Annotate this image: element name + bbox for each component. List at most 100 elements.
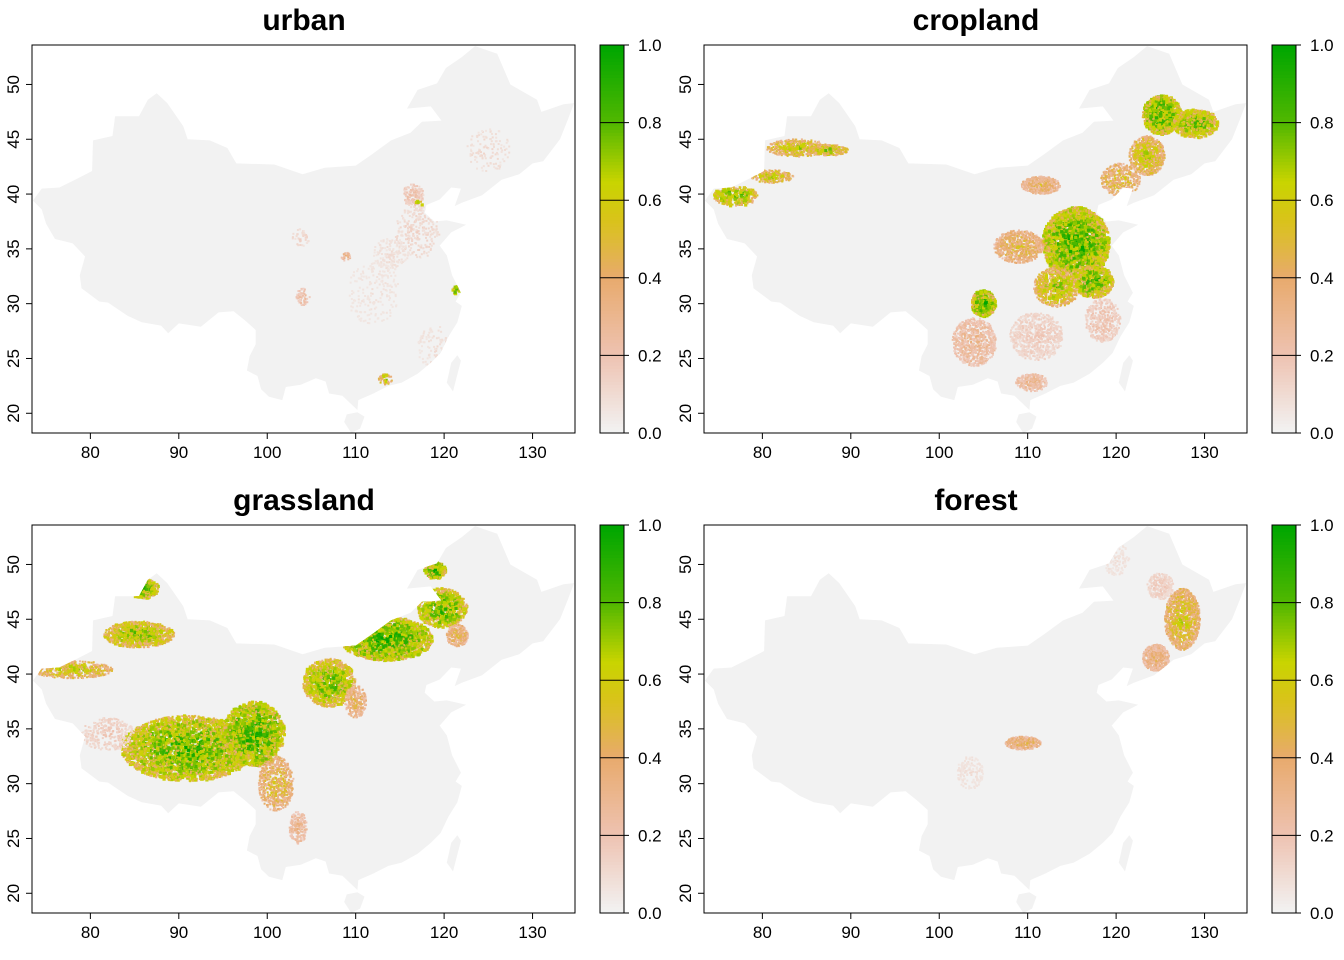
legend-tick-label: 1.0 xyxy=(638,36,662,55)
x-tick-label: 100 xyxy=(253,443,281,462)
legend-tick-label: 0.0 xyxy=(1310,424,1334,443)
legend-tick-label: 0.6 xyxy=(1310,191,1334,210)
y-tick-label: 40 xyxy=(676,665,695,684)
x-tick-label: 110 xyxy=(342,923,369,942)
panel-title: urban xyxy=(262,4,345,37)
plot-frame xyxy=(703,44,1248,434)
y-tick-label: 35 xyxy=(4,239,23,258)
map-panel-urban: urban 80 90 100 110 120 130 20 25 30 35 40 45 50 0.0 0.… xyxy=(0,0,672,480)
land-cover-raster xyxy=(713,94,1220,393)
legend-tick-label: 0.2 xyxy=(638,346,662,365)
y-tick-label: 25 xyxy=(676,829,695,848)
legend-tick-label: 0.2 xyxy=(1310,346,1334,365)
y-tick-label: 45 xyxy=(676,610,695,629)
legend-tick-label: 1.0 xyxy=(1310,36,1334,55)
map-panel-forest: forest 80 90 100 110 120 130 20 25 30 35 40 45 50 0.0 0… xyxy=(672,480,1344,960)
map-svg: grassland 80 90 100 110 120 130 20 25 30 35 40 45 50 0… xyxy=(4,484,662,942)
legend-tick-label: 0.4 xyxy=(1310,749,1334,768)
x-tick-label: 90 xyxy=(841,923,860,942)
land-cover-raster xyxy=(291,128,511,386)
y-tick-label: 30 xyxy=(676,294,695,313)
y-tick-label: 20 xyxy=(676,884,695,903)
land-area xyxy=(1118,835,1133,872)
legend-tick-label: 0.8 xyxy=(638,594,662,613)
legend-colorbar: 0.0 0.2 0.4 0.6 0.8 1.0 xyxy=(599,36,662,443)
x-tick-label: 120 xyxy=(430,923,458,942)
y-tick-label: 40 xyxy=(676,185,695,204)
x-tick-label: 130 xyxy=(1190,923,1218,942)
y-tick-label: 50 xyxy=(4,555,23,574)
legend-colorbar: 0.0 0.2 0.4 0.6 0.8 1.0 xyxy=(1271,36,1334,443)
plot-frame xyxy=(31,44,576,434)
y-tick-label: 20 xyxy=(4,884,23,903)
land-area xyxy=(1016,412,1037,433)
y-tick-label: 20 xyxy=(676,404,695,423)
y-tick-label: 45 xyxy=(4,610,23,629)
x-tick-label: 130 xyxy=(518,443,546,462)
x-tick-label: 110 xyxy=(342,443,369,462)
plot-frame xyxy=(703,524,1248,914)
y-tick-label: 30 xyxy=(4,774,23,793)
legend-tick-label: 0.2 xyxy=(638,826,662,845)
land-area xyxy=(1016,892,1037,913)
legend-tick-label: 0.0 xyxy=(638,904,662,923)
map-panel-cropland: cropland 80 90 100 110 120 130 20 25 30 35 40 45 50 0.… xyxy=(672,0,1344,480)
x-tick-label: 130 xyxy=(518,923,546,942)
legend-tick-label: 1.0 xyxy=(638,516,662,535)
legend-colorbar: 0.0 0.2 0.4 0.6 0.8 1.0 xyxy=(1271,516,1334,923)
x-tick-label: 100 xyxy=(925,923,953,942)
x-tick-label: 80 xyxy=(81,443,100,462)
legend-tick-label: 1.0 xyxy=(1310,516,1334,535)
legend-tick-label: 0.8 xyxy=(638,114,662,133)
legend-tick-label: 0.8 xyxy=(1310,594,1334,613)
panel-title: cropland xyxy=(913,4,1040,37)
y-tick-label: 25 xyxy=(676,349,695,368)
y-tick-label: 50 xyxy=(676,555,695,574)
x-tick-label: 80 xyxy=(81,923,100,942)
x-tick-label: 90 xyxy=(169,443,188,462)
land-area xyxy=(344,412,365,433)
y-tick-label: 30 xyxy=(4,294,23,313)
x-tick-label: 90 xyxy=(841,443,860,462)
land-area xyxy=(344,892,365,913)
legend-tick-label: 0.0 xyxy=(1310,904,1334,923)
map-svg: cropland 80 90 100 110 120 130 20 25 30 35 40 45 50 0.… xyxy=(676,4,1334,462)
x-tick-label: 80 xyxy=(753,443,772,462)
y-tick-label: 30 xyxy=(676,774,695,793)
legend-tick-label: 0.6 xyxy=(638,191,662,210)
x-tick-label: 120 xyxy=(430,443,458,462)
land-area xyxy=(446,355,461,392)
x-tick-label: 80 xyxy=(753,923,772,942)
y-tick-label: 25 xyxy=(4,349,23,368)
y-tick-label: 35 xyxy=(676,239,695,258)
panel-title: forest xyxy=(934,484,1017,517)
y-tick-label: 50 xyxy=(4,75,23,94)
x-tick-label: 110 xyxy=(1014,443,1041,462)
y-tick-label: 35 xyxy=(676,719,695,738)
legend-tick-label: 0.6 xyxy=(1310,671,1334,690)
map-panel-grassland: grassland 80 90 100 110 120 130 20 25 30 35 40 45 50 0… xyxy=(0,480,672,960)
legend-tick-label: 0.4 xyxy=(638,749,662,768)
y-tick-label: 40 xyxy=(4,185,23,204)
y-tick-label: 40 xyxy=(4,665,23,684)
legend-tick-label: 0.4 xyxy=(638,269,662,288)
y-tick-label: 45 xyxy=(676,130,695,149)
x-tick-label: 90 xyxy=(169,923,188,942)
x-tick-label: 100 xyxy=(253,923,281,942)
legend-tick-label: 0.2 xyxy=(1310,826,1334,845)
legend-colorbar: 0.0 0.2 0.4 0.6 0.8 1.0 xyxy=(599,516,662,923)
y-tick-label: 50 xyxy=(676,75,695,94)
land-area xyxy=(704,526,1247,890)
legend-tick-label: 0.8 xyxy=(1310,114,1334,133)
plot-frame xyxy=(31,524,576,914)
y-tick-label: 20 xyxy=(4,404,23,423)
x-tick-label: 120 xyxy=(1102,923,1130,942)
land-area xyxy=(704,46,1247,410)
x-tick-label: 130 xyxy=(1190,443,1218,462)
legend-tick-label: 0.4 xyxy=(1310,269,1334,288)
x-tick-label: 110 xyxy=(1014,923,1041,942)
land-area xyxy=(446,835,461,872)
x-tick-label: 100 xyxy=(925,443,953,462)
